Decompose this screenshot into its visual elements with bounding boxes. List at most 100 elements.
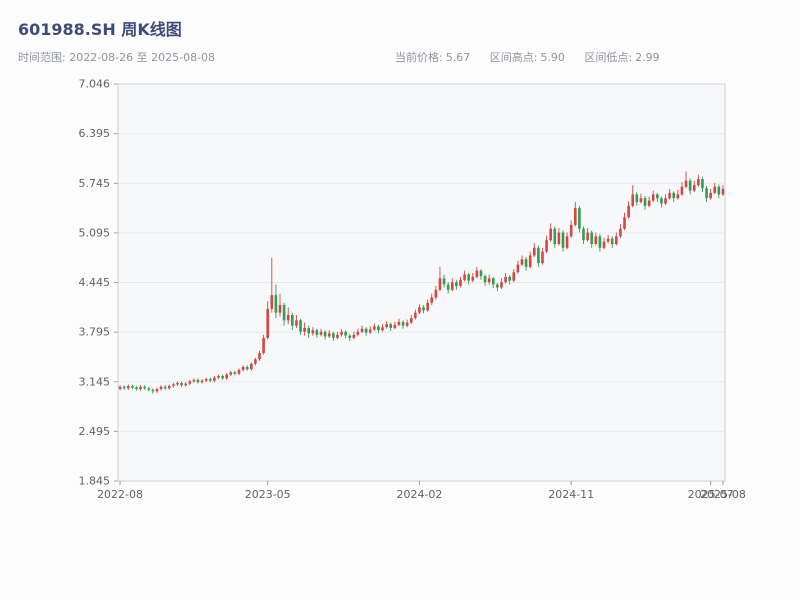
- candle-body: [274, 295, 278, 313]
- candle-body: [574, 208, 577, 225]
- range-low-stat: 区间低点: 2.99: [584, 51, 659, 64]
- candle-body: [463, 274, 466, 280]
- candle-body: [697, 179, 700, 186]
- candle-body: [401, 321, 405, 326]
- candle-body: [713, 186, 717, 193]
- candle-body: [319, 331, 323, 335]
- current-price-stat: 当前价格: 5.67: [395, 51, 470, 64]
- candle-body: [672, 192, 676, 199]
- candle-body: [208, 379, 212, 381]
- candle-body: [467, 274, 470, 281]
- candle-body: [623, 217, 626, 229]
- candle-body: [541, 251, 544, 264]
- candle-body: [602, 241, 606, 248]
- candle-body: [487, 278, 491, 283]
- y-tick-label: 5.095: [79, 226, 111, 239]
- date-range-label: 时间范围: 2022-08-26 至 2025-08-08: [18, 51, 216, 64]
- candle-body: [167, 385, 171, 389]
- candle-body: [143, 386, 146, 389]
- candle-body: [537, 247, 540, 264]
- candle-body: [184, 383, 187, 386]
- range-high-label: 区间高点:: [489, 51, 538, 64]
- candle-body: [229, 372, 233, 375]
- page-title: 601988.SH 周K线图: [18, 20, 182, 39]
- plot-border: [117, 83, 726, 482]
- candle-body: [450, 282, 454, 290]
- candle-body: [610, 238, 614, 244]
- candle-body: [631, 194, 635, 206]
- candle-body: [122, 386, 126, 389]
- candle-body: [647, 200, 651, 206]
- candle-body: [295, 320, 298, 326]
- candle-body: [131, 385, 134, 388]
- candle-body: [414, 312, 417, 319]
- candle-body: [200, 380, 204, 383]
- candle-body: [385, 324, 388, 328]
- candle-body: [327, 333, 331, 337]
- candle-body: [278, 305, 282, 313]
- candle-body: [557, 232, 561, 244]
- candle-body: [213, 377, 216, 381]
- candle-body: [549, 228, 552, 241]
- candle-body: [516, 264, 520, 273]
- candle-body: [660, 198, 663, 204]
- candle-body: [598, 236, 602, 248]
- y-tick-label: 2.495: [79, 425, 111, 438]
- candle-body: [491, 278, 495, 285]
- candle-body: [582, 228, 585, 241]
- candle-body: [262, 337, 265, 354]
- candle-body: [332, 333, 335, 338]
- candle-body: [578, 208, 581, 229]
- candle-body: [266, 308, 269, 338]
- candle-body: [459, 279, 462, 286]
- x-tick-label: 2024-11: [548, 488, 594, 501]
- candle-body: [303, 327, 306, 332]
- candle-body: [680, 186, 684, 195]
- candle-body: [163, 386, 167, 389]
- candle-body: [204, 379, 208, 381]
- candle-body: [684, 180, 688, 187]
- candle-body: [135, 387, 138, 390]
- candle-body: [553, 228, 557, 244]
- y-tick-label: 5.745: [79, 177, 111, 190]
- candle-body: [282, 305, 286, 321]
- candle-body: [348, 335, 352, 338]
- range-low-value: 2.99: [635, 51, 660, 64]
- candle-body: [368, 329, 372, 333]
- candle-body: [508, 276, 511, 281]
- x-tick-label: 2023-05: [245, 488, 291, 501]
- candle-body: [643, 198, 647, 206]
- candle-body: [717, 186, 721, 195]
- y-tick-label: 4.445: [79, 276, 111, 289]
- candle-body: [504, 276, 507, 283]
- x-tick-label: 2022-08: [97, 488, 143, 501]
- candle-body: [286, 314, 290, 321]
- candle-body: [656, 194, 659, 199]
- price-stats: 当前价格: 5.67 区间高点: 5.90 区间低点: 2.99: [395, 49, 676, 65]
- candle-body: [258, 353, 261, 360]
- candle-body: [315, 330, 319, 335]
- candle-body: [418, 307, 421, 313]
- candle-body: [701, 179, 704, 189]
- candle-body: [118, 386, 122, 390]
- y-tick-label: 6.395: [79, 127, 111, 140]
- candle-body: [373, 326, 376, 330]
- candle-body: [475, 270, 479, 277]
- candle-body: [651, 194, 655, 201]
- candle-body: [426, 302, 429, 311]
- candle-body: [434, 289, 438, 298]
- candle-body: [176, 382, 179, 385]
- candle-body: [709, 192, 712, 199]
- candle-body: [524, 259, 528, 267]
- candle-body: [438, 278, 442, 290]
- candle-body: [668, 192, 671, 199]
- candle-body: [159, 386, 163, 390]
- candle-body: [471, 276, 475, 281]
- candle-body: [307, 327, 311, 334]
- current-price-value: 5.67: [445, 51, 471, 64]
- candle-body: [249, 363, 253, 370]
- candle-body: [221, 376, 224, 379]
- candle-body: [639, 198, 643, 203]
